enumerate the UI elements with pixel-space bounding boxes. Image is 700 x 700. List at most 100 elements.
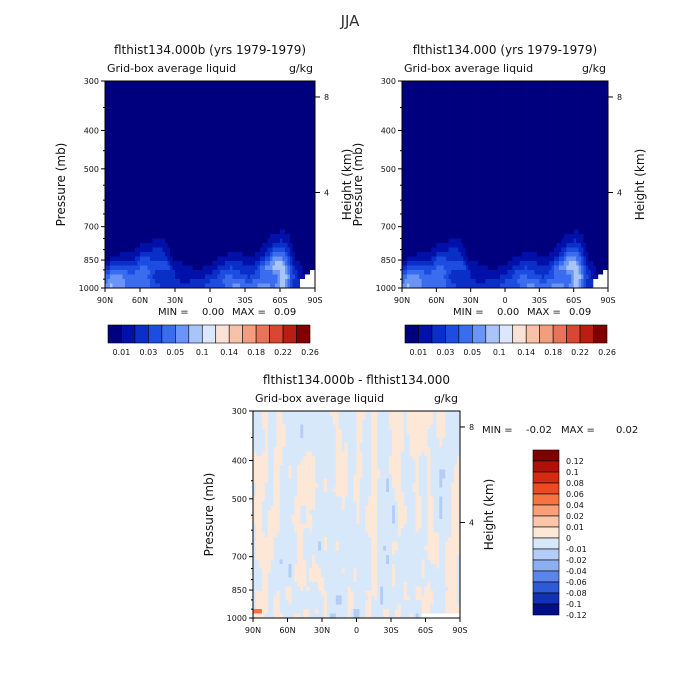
field-cell: [272, 94, 276, 100]
field-cell: [563, 90, 567, 95]
field-cell: [170, 229, 173, 235]
field-cell: [135, 252, 138, 257]
field-cell: [125, 130, 128, 136]
field-cell: [247, 162, 251, 167]
field-cell: [162, 135, 166, 140]
field-cell: [115, 166, 118, 172]
field-cell: [195, 261, 198, 266]
field-cell: [247, 202, 251, 208]
field-cell: [436, 130, 440, 136]
field-cell: [517, 135, 521, 140]
field-cell: [438, 99, 442, 104]
field-cell: [292, 256, 296, 262]
field-cell: [222, 126, 226, 131]
field-cell: [292, 283, 296, 289]
field-cell: [212, 207, 216, 212]
field-cell: [157, 189, 161, 194]
field-cell: [500, 130, 503, 136]
field-cell: [165, 202, 168, 208]
field-cell: [460, 112, 464, 118]
field-cell: [237, 171, 241, 176]
field-cell: [200, 229, 203, 235]
field-cell: [419, 108, 422, 113]
field-cell: [300, 126, 303, 131]
field-cell: [475, 81, 479, 86]
field-cell: [549, 108, 552, 113]
field-cell: [290, 135, 293, 140]
field-cell: [300, 225, 303, 230]
field-cell: [160, 211, 163, 217]
field-cell: [152, 207, 156, 212]
field-cell: [222, 166, 226, 172]
field-cell: [140, 198, 143, 203]
field-cell: [290, 180, 293, 185]
field-cell: [172, 247, 176, 253]
field-cell: [180, 108, 183, 113]
field-cell: [210, 117, 213, 122]
field-cell: [157, 103, 161, 109]
field-cell: [227, 274, 231, 280]
field-cell: [235, 180, 238, 185]
field-cell: [217, 211, 221, 217]
field-cell: [305, 220, 308, 226]
field-cell: [446, 81, 449, 86]
field-cell: [287, 256, 291, 262]
field-cell: [172, 270, 176, 275]
field-cell: [182, 153, 186, 158]
field-cell: [132, 85, 136, 91]
field-cell: [416, 121, 420, 127]
field-cell: [237, 108, 241, 113]
field-cell: [446, 117, 449, 122]
field-cell: [190, 117, 193, 122]
field-cell: [534, 117, 538, 122]
field-cell: [172, 121, 176, 127]
field-cell: [215, 130, 218, 136]
field-cell: [416, 112, 420, 118]
field-cell: [441, 126, 445, 131]
field-cell: [165, 162, 168, 167]
field-cell: [252, 139, 256, 145]
field-cell: [167, 270, 171, 275]
field-cell: [275, 229, 278, 235]
field-cell: [240, 103, 243, 109]
field-cell: [295, 112, 298, 118]
field-cell: [127, 256, 131, 262]
field-cell: [270, 121, 273, 127]
field-cell: [132, 225, 136, 230]
field-cell: [147, 252, 151, 257]
field-cell: [135, 94, 138, 100]
field-cell: [255, 112, 258, 118]
field-cell: [130, 108, 133, 113]
field-cell: [451, 130, 454, 136]
field-cell: [245, 193, 248, 199]
field-cell: [252, 166, 256, 172]
field-cell: [277, 270, 281, 275]
field-cell: [160, 225, 163, 230]
field-cell: [267, 130, 271, 136]
field-cell: [406, 81, 410, 86]
field-cell: [292, 171, 296, 176]
field-cell: [583, 117, 587, 122]
field-cell: [132, 216, 136, 221]
field-cell: [436, 81, 440, 86]
field-cell: [130, 220, 133, 226]
field-cell: [485, 94, 489, 100]
field-cell: [122, 274, 126, 280]
field-cell: [465, 135, 469, 140]
field-cell: [282, 126, 286, 131]
field-cell: [170, 283, 173, 289]
field-cell: [127, 135, 131, 140]
field-cell: [147, 225, 151, 230]
field-cell: [235, 274, 238, 280]
field-cell: [431, 112, 435, 118]
field-cell: [272, 202, 276, 208]
field-cell: [185, 198, 188, 203]
field-cell: [235, 139, 238, 145]
field-cell: [272, 184, 276, 190]
field-cell: [207, 103, 211, 109]
field-cell: [546, 90, 550, 95]
field-cell: [292, 153, 296, 158]
field-cell: [292, 216, 296, 221]
field-cell: [460, 126, 464, 131]
field-cell: [424, 90, 427, 95]
